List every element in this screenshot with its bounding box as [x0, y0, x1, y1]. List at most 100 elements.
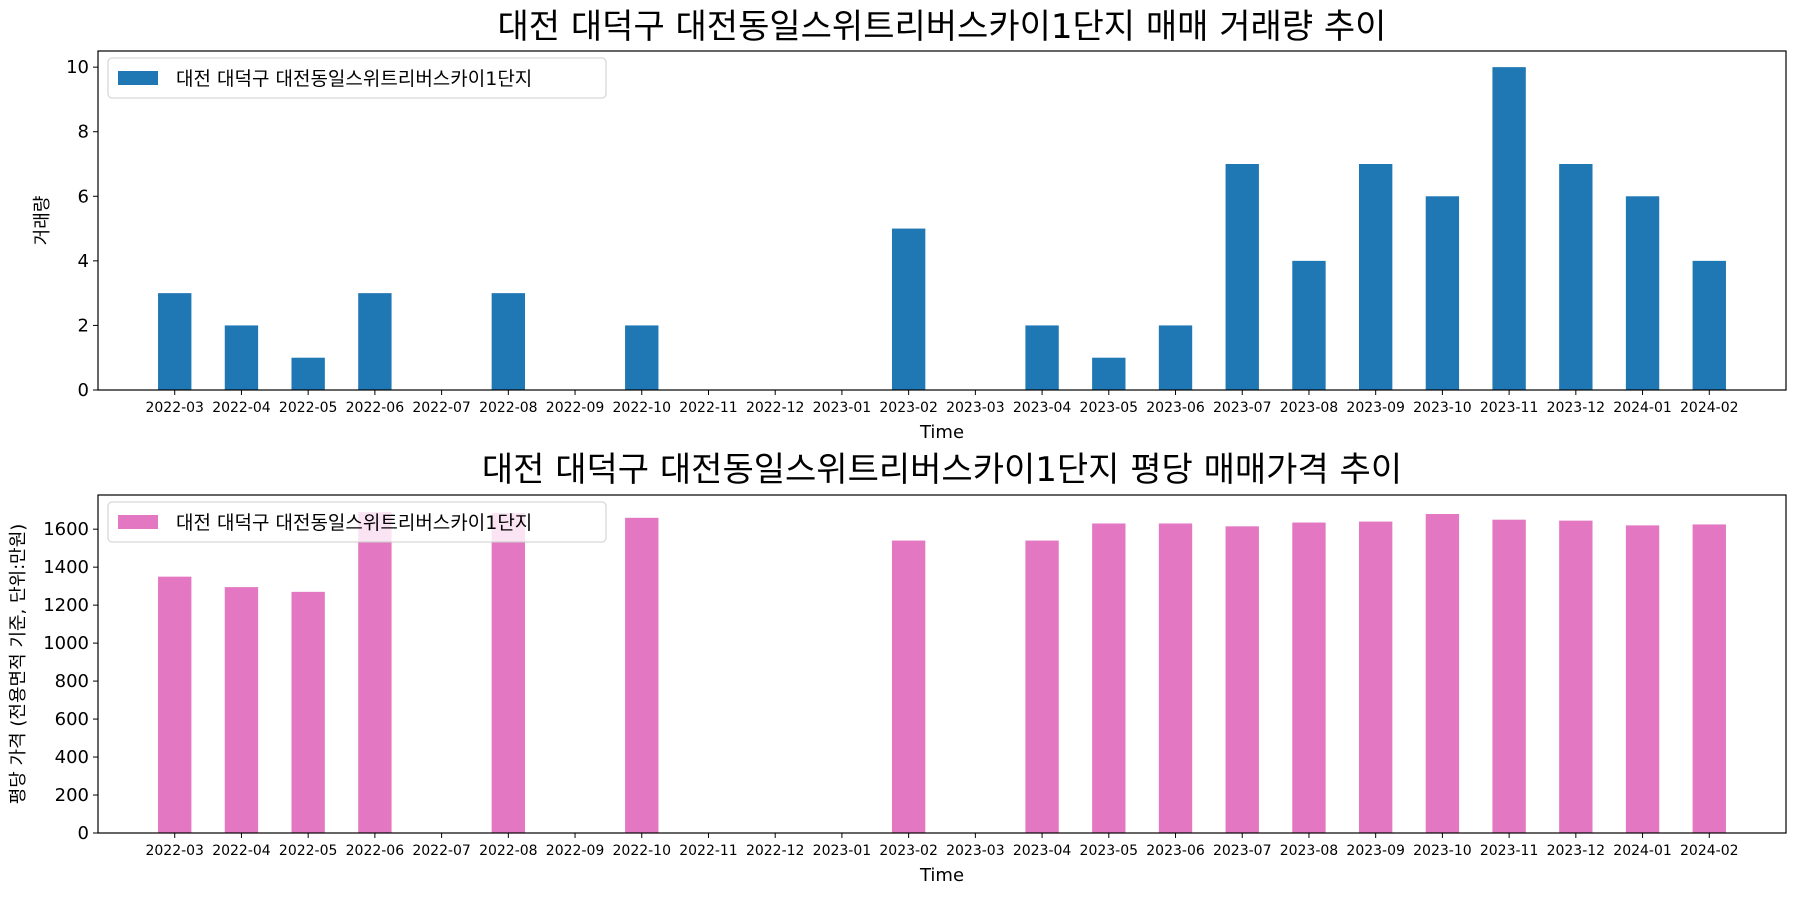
volume-bar: [891, 228, 926, 390]
price-legend-swatch: [118, 515, 158, 529]
price-x-tick-label: 2022-12: [746, 843, 805, 859]
price-x-tick-label: 2022-06: [346, 843, 405, 859]
price-y-tick-label: 1000: [43, 633, 89, 654]
volume-legend: 대전 대덕구 대전동일스위트리버스카이1단지: [107, 57, 607, 99]
price-y-tick-label: 600: [55, 709, 89, 730]
price-y-tick-label: 0: [78, 823, 89, 844]
volume-bar: [1358, 164, 1393, 390]
price-x-tick-label: 2023-11: [1480, 843, 1539, 859]
volume-bar: [291, 357, 325, 390]
price-x-tick-label: 2023-02: [879, 843, 938, 859]
volume-x-tick-label: 2023-09: [1346, 400, 1405, 416]
volume-bar: [1292, 260, 1326, 390]
price-x-tick-label: 2024-02: [1680, 843, 1739, 859]
volume-x-tick-label: 2022-10: [613, 400, 672, 416]
volume-x-tick-label: 2022-05: [279, 400, 338, 416]
volume-x-tick-label: 2022-03: [145, 400, 204, 416]
price-x-tick-label: 2022-08: [479, 843, 538, 859]
price-bar: [158, 576, 192, 833]
price-x-ticks: 2022-03 2022-04 2022-05 2022-06 2022-07 2022-…: [145, 833, 1739, 859]
volume-bar: [1425, 196, 1460, 390]
price-x-tick-label: 2022-09: [546, 843, 605, 859]
price-x-tick-label: 2023-06: [1146, 843, 1205, 859]
volume-x-tick-label: 2023-03: [946, 400, 1005, 416]
volume-y-tick-label: 0: [78, 380, 89, 401]
price-y-tick-label: 1200: [43, 595, 89, 616]
price-y-tick-label: 200: [55, 785, 89, 806]
volume-bars: [158, 67, 1726, 391]
volume-y-ticks: 0 2 4 6 8 10: [66, 57, 98, 401]
volume-bar: [158, 293, 192, 390]
volume-legend-swatch: [118, 71, 158, 85]
volume-x-tick-label: 2023-04: [1013, 400, 1072, 416]
volume-y-tick-label: 8: [78, 122, 89, 143]
price-bar: [291, 591, 325, 833]
volume-x-tick-label: 2022-08: [479, 400, 538, 416]
volume-x-tick-label: 2023-07: [1213, 400, 1272, 416]
volume-bar: [1692, 260, 1726, 390]
price-x-tick-label: 2022-05: [279, 843, 338, 859]
price-x-tick-label: 2023-09: [1346, 843, 1405, 859]
price-bar: [491, 513, 526, 833]
volume-bar: [1158, 325, 1193, 390]
price-x-tick-label: 2022-11: [679, 843, 738, 859]
price-x-tick-label: 2024-01: [1613, 843, 1672, 859]
volume-x-tick-label: 2024-02: [1680, 400, 1739, 416]
volume-y-tick-label: 10: [66, 57, 89, 78]
volume-x-tick-label: 2023-10: [1413, 400, 1472, 416]
price-x-tick-label: 2023-05: [1080, 843, 1139, 859]
volume-bar: [1025, 325, 1059, 390]
price-x-tick-label: 2022-03: [145, 843, 204, 859]
price-bar: [1092, 523, 1126, 833]
price-y-tick-label: 1600: [43, 519, 89, 540]
volume-chart-title: 대전 대덕구 대전동일스위트리버스카이1단지 매매 거래량 추이: [498, 7, 1387, 47]
price-bar: [1692, 524, 1726, 833]
volume-x-tick-label: 2022-06: [346, 400, 405, 416]
price-bar: [1425, 513, 1460, 833]
price-bar: [1358, 521, 1393, 833]
volume-x-ticks: 2022-03 2022-04 2022-05 2022-06 2022-07 2022-…: [145, 390, 1739, 416]
volume-x-tick-label: 2023-06: [1146, 400, 1205, 416]
price-x-axis-label: Time: [919, 865, 964, 886]
volume-x-tick-label: 2023-11: [1480, 400, 1539, 416]
price-y-tick-label: 400: [55, 747, 89, 768]
price-x-tick-label: 2022-10: [613, 843, 672, 859]
volume-chart: 대전 대덕구 대전동일스위트리버스카이1단지 매매 거래량 추이 0 2 4 6 8 10…: [32, 7, 1787, 443]
volume-bar: [1492, 67, 1526, 391]
volume-y-tick-label: 2: [78, 315, 89, 336]
volume-bar: [358, 293, 392, 390]
price-bar: [1492, 519, 1526, 833]
volume-bar: [1625, 196, 1660, 390]
volume-x-tick-label: 2023-08: [1280, 400, 1339, 416]
price-plot-frame: [97, 494, 1787, 834]
volume-bar: [1559, 164, 1593, 390]
volume-x-tick-label: 2022-07: [412, 400, 471, 416]
price-bar: [358, 512, 392, 833]
price-bar: [1158, 523, 1193, 833]
price-x-tick-label: 2023-08: [1280, 843, 1339, 859]
volume-y-axis-label: 거래량: [32, 196, 53, 246]
price-y-axis-label: 평당 가격 (전용면적 기준, 단위:만원): [8, 524, 29, 805]
price-bar: [1625, 525, 1660, 833]
price-y-tick-label: 1400: [43, 557, 89, 578]
price-y-tick-label: 800: [55, 671, 89, 692]
volume-y-tick-label: 4: [78, 251, 89, 272]
volume-x-tick-label: 2022-09: [546, 400, 605, 416]
price-y-ticks: 0 200 400 600 800 1000 1200 1400 1600: [43, 519, 98, 844]
price-chart: 대전 대덕구 대전동일스위트리버스카이1단지 평당 매매가격 추이 0 200 40…: [8, 450, 1787, 886]
volume-bar: [1225, 164, 1259, 390]
volume-x-tick-label: 2023-05: [1080, 400, 1139, 416]
price-x-tick-label: 2023-03: [946, 843, 1005, 859]
volume-legend-box: [107, 57, 607, 99]
volume-bar: [1092, 357, 1126, 390]
price-bar: [1292, 522, 1326, 833]
price-x-tick-label: 2022-04: [212, 843, 271, 859]
price-x-tick-label: 2023-12: [1547, 843, 1606, 859]
price-x-tick-label: 2022-07: [412, 843, 471, 859]
price-x-tick-label: 2023-07: [1213, 843, 1272, 859]
price-legend-label: 대전 대덕구 대전동일스위트리버스카이1단지: [176, 512, 532, 534]
volume-x-tick-label: 2024-01: [1613, 400, 1672, 416]
price-chart-title: 대전 대덕구 대전동일스위트리버스카이1단지 평당 매매가격 추이: [482, 450, 1402, 490]
price-bar: [224, 587, 259, 833]
